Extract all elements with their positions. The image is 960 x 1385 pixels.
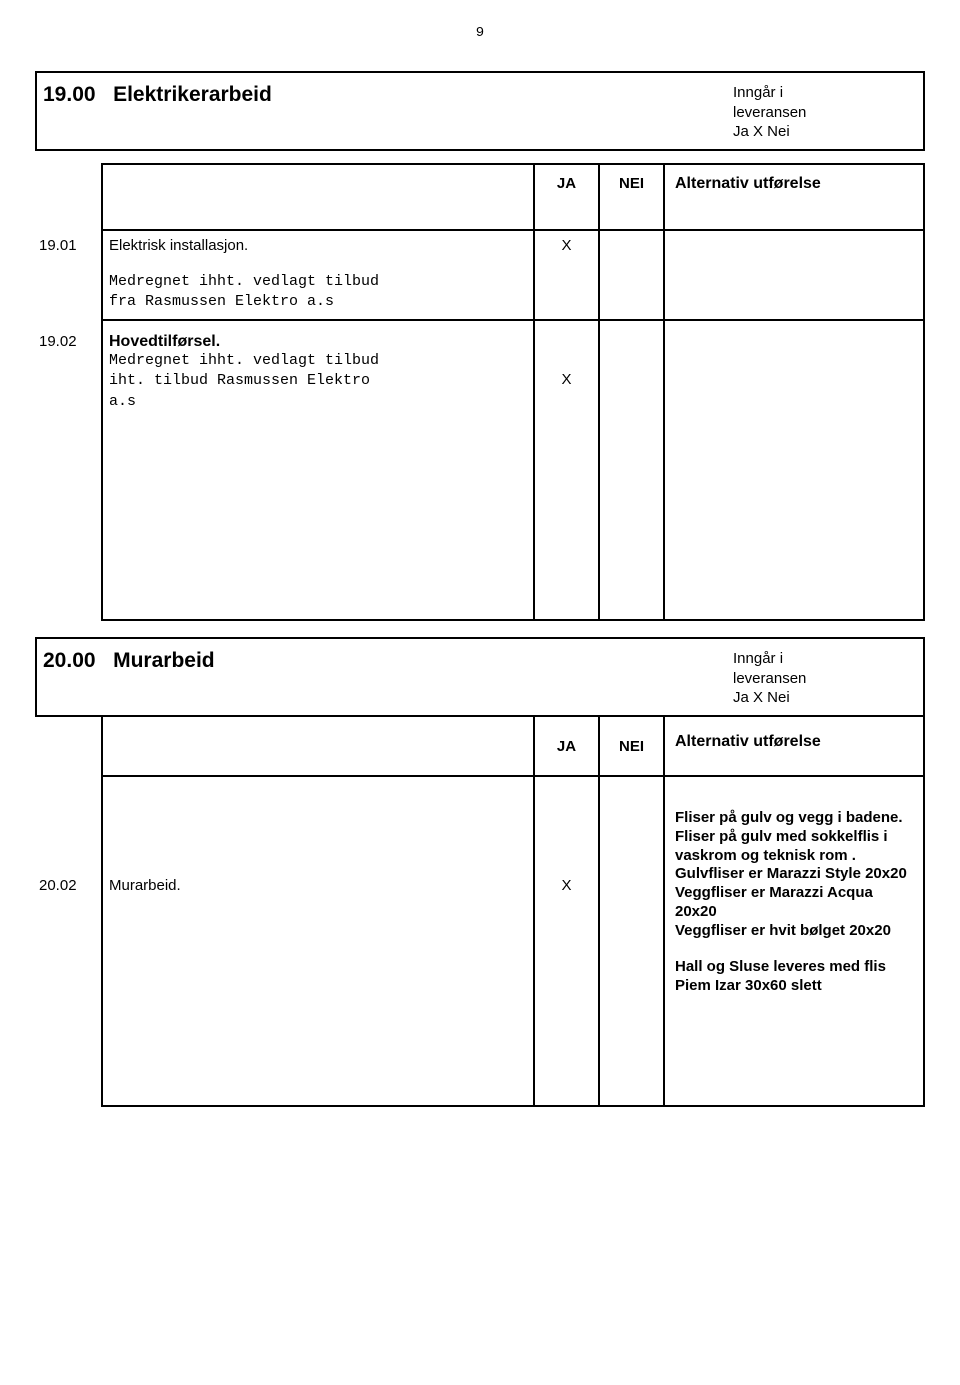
inngar-line3-20: Ja X Nei: [733, 688, 913, 708]
section-20-header: 20.00 Murarbeid Inngår i leveransen Ja X…: [35, 637, 925, 717]
fliser-line-3: Veggfliser er Marazzi Acqua 20x20: [675, 884, 913, 922]
row-19-02: 19.02 Hovedtilførsel. Medregnet ihht. ve…: [35, 321, 925, 621]
inngar-line2-20: leveransen: [733, 669, 913, 689]
row-19-02-label: Hovedtilførsel.: [109, 333, 527, 351]
inngar-cell-19: Inngår i leveransen Ja X Nei: [723, 73, 923, 149]
row-19-02-note3: a.s: [109, 392, 527, 412]
fliser2-line-0: Hall og Sluse leveres med flis Piem Izar…: [675, 958, 913, 996]
section-20-title: Murarbeid: [113, 649, 215, 672]
row-19-01-nei: [600, 231, 665, 321]
row-19-01-note2: fra Rasmussen Elektro a.s: [109, 292, 527, 312]
row-20-02: 20.02 Murarbeid. X Fliser på gulv og veg…: [35, 777, 925, 1107]
fliser-line-0: Fliser på gulv og vegg i badene.: [675, 809, 913, 828]
row-19-02-note1: Medregnet ihht. vedlagt tilbud: [109, 351, 527, 371]
row-19-01-ja: X: [535, 231, 600, 321]
section-19-title: Elektrikerarbeid: [113, 83, 272, 106]
ja-header-19: JA: [535, 163, 600, 231]
section-19-code: 19.00: [43, 83, 96, 106]
row-19-01-note1: Medregnet ihht. vedlagt tilbud: [109, 272, 527, 292]
section-20-code: 20.00: [43, 649, 96, 672]
row-20-02-num: 20.02: [39, 877, 77, 894]
row-20-02-nei: [600, 777, 665, 1107]
row-20-02-ja: X: [535, 777, 600, 1107]
inngar-cell-20: Inngår i leveransen Ja X Nei: [723, 639, 923, 715]
alt-header-19: Alternativ utførelse: [665, 163, 925, 231]
inngar-line1: Inngår i: [733, 83, 913, 103]
row-19-02-note2: iht. tilbud Rasmussen Elektro: [109, 371, 527, 391]
alt-header-row-20-wrap: JA NEI Alternativ utførelse: [35, 717, 925, 777]
inngar-line1-20: Inngår i: [733, 649, 913, 669]
section-19-header: 19.00 Elektrikerarbeid Inngår i leverans…: [35, 71, 925, 151]
alt-header-20: Alternativ utførelse: [665, 717, 925, 777]
inngar-line2: leveransen: [733, 103, 913, 123]
row-20-02-label: Murarbeid.: [109, 877, 527, 894]
alt-header-row-19: JA NEI Alternativ utførelse: [35, 163, 925, 231]
fliser-line-2: Gulvfliser er Marazzi Style 20x20: [675, 865, 913, 884]
row-19-02-nei: [600, 321, 665, 621]
row-19-02-num: 19.02: [39, 333, 77, 350]
page-number: 9: [35, 25, 925, 41]
row-19-01: 19.01 Elektrisk installasjon. Medregnet …: [35, 231, 925, 321]
fliser-line-1: Fliser på gulv med sokkelflis i vaskrom …: [675, 828, 913, 866]
row-19-02-ja: X: [535, 321, 600, 621]
fliser-line-4: Veggfliser er hvit bølget 20x20: [675, 922, 913, 941]
inngar-line3: Ja X Nei: [733, 122, 913, 142]
row-19-01-num: 19.01: [39, 237, 77, 254]
nei-header-19: NEI: [600, 163, 665, 231]
nei-header-20: NEI: [600, 717, 665, 777]
row-19-01-label: Elektrisk installasjon.: [109, 237, 527, 254]
ja-header-20: JA: [535, 717, 600, 777]
